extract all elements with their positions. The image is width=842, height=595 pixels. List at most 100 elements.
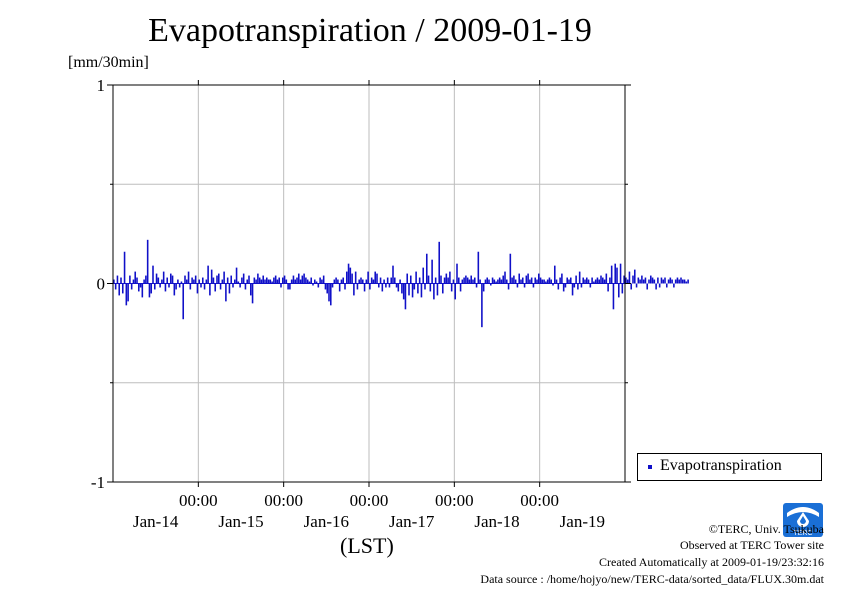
x-tick-label-time: 00:00 bbox=[520, 491, 559, 510]
data-bar bbox=[445, 273, 448, 284]
data-bar bbox=[257, 273, 259, 284]
data-bar bbox=[594, 279, 597, 284]
data-bar bbox=[136, 277, 138, 284]
data-bar bbox=[214, 283, 217, 292]
data-bar bbox=[207, 265, 209, 284]
data-bar bbox=[321, 279, 323, 284]
x-tick-label-date: Jan-14 bbox=[133, 512, 179, 531]
data-bar bbox=[153, 283, 156, 290]
data-bar bbox=[680, 277, 682, 284]
data-bar bbox=[434, 277, 437, 284]
data-bar bbox=[532, 283, 535, 288]
terc-logo-icon: TERC bbox=[783, 503, 823, 537]
data-bar bbox=[409, 275, 412, 284]
data-bar bbox=[637, 277, 640, 284]
x-tick-label-date: Jan-15 bbox=[218, 512, 263, 531]
data-bar bbox=[415, 271, 417, 284]
data-bar bbox=[598, 279, 601, 284]
data-bar bbox=[507, 283, 510, 290]
data-bar bbox=[644, 277, 647, 284]
data-bar bbox=[609, 277, 611, 284]
data-bar bbox=[274, 275, 277, 284]
data-bar bbox=[233, 279, 236, 284]
data-bar bbox=[509, 253, 512, 284]
data-bar bbox=[146, 239, 149, 284]
data-bar bbox=[482, 283, 485, 292]
data-bar bbox=[513, 275, 515, 284]
data-bar bbox=[610, 265, 613, 284]
data-bar bbox=[687, 279, 689, 284]
data-bar bbox=[193, 279, 195, 284]
data-bar bbox=[399, 279, 401, 284]
data-bar bbox=[488, 279, 490, 284]
data-bar bbox=[145, 275, 147, 284]
data-bar bbox=[162, 271, 165, 284]
data-bar bbox=[251, 283, 254, 304]
data-bar bbox=[665, 283, 668, 288]
data-bar bbox=[683, 279, 686, 284]
data-bar bbox=[203, 283, 206, 290]
data-bar bbox=[290, 279, 293, 284]
data-bar bbox=[555, 279, 558, 284]
data-bar bbox=[351, 273, 353, 284]
data-bar bbox=[584, 279, 586, 284]
legend: Evapotranspiration bbox=[637, 453, 822, 481]
data-bar bbox=[276, 279, 279, 284]
data-bar bbox=[596, 277, 599, 284]
data-bar bbox=[408, 283, 410, 296]
data-bar bbox=[477, 251, 480, 284]
data-bar bbox=[498, 277, 501, 284]
data-bar bbox=[395, 283, 398, 288]
data-bar bbox=[559, 277, 561, 284]
data-bar bbox=[461, 279, 464, 284]
y-tick-label: 1 bbox=[97, 76, 106, 95]
data-bar bbox=[571, 283, 574, 296]
data-bar bbox=[657, 277, 659, 284]
data-bar bbox=[296, 277, 298, 284]
data-bar bbox=[520, 279, 522, 284]
data-bar bbox=[429, 283, 432, 292]
data-bar bbox=[198, 279, 201, 284]
data-bar bbox=[152, 265, 154, 284]
data-bar bbox=[648, 279, 650, 284]
data-bar bbox=[269, 279, 272, 284]
data-bar bbox=[258, 277, 261, 284]
data-bar bbox=[614, 263, 617, 284]
data-bar bbox=[221, 279, 224, 284]
data-bar bbox=[449, 271, 451, 284]
data-bar bbox=[175, 283, 177, 290]
data-bar bbox=[148, 283, 151, 298]
data-bar bbox=[244, 283, 247, 290]
data-bar bbox=[337, 279, 339, 284]
data-bar bbox=[164, 283, 167, 292]
data-bar bbox=[342, 277, 345, 284]
data-bar bbox=[546, 279, 549, 284]
data-bar bbox=[120, 277, 122, 284]
data-bar bbox=[562, 283, 565, 292]
data-bar bbox=[180, 281, 183, 284]
data-bar bbox=[491, 277, 494, 284]
data-bar bbox=[489, 283, 492, 286]
data-bar bbox=[529, 279, 531, 284]
data-bar bbox=[456, 263, 458, 284]
data-bar bbox=[633, 269, 636, 284]
data-bar bbox=[479, 279, 481, 284]
data-bar bbox=[673, 283, 675, 288]
data-bar bbox=[685, 281, 688, 284]
data-bar bbox=[171, 275, 174, 284]
x-tick-label-date: Jan-18 bbox=[474, 512, 519, 531]
data-bar bbox=[328, 283, 330, 302]
data-bar bbox=[625, 277, 627, 284]
data-bar bbox=[493, 279, 496, 284]
data-bar bbox=[454, 283, 457, 300]
data-bar bbox=[393, 277, 396, 284]
data-bar bbox=[194, 275, 197, 284]
data-bar bbox=[294, 279, 297, 284]
data-bar bbox=[653, 279, 656, 284]
data-bar bbox=[228, 283, 231, 294]
x-tick-label-time: 00:00 bbox=[350, 491, 389, 510]
data-bar bbox=[466, 277, 469, 284]
data-bar bbox=[219, 283, 222, 290]
data-bar bbox=[600, 275, 602, 284]
data-bar bbox=[315, 281, 318, 284]
